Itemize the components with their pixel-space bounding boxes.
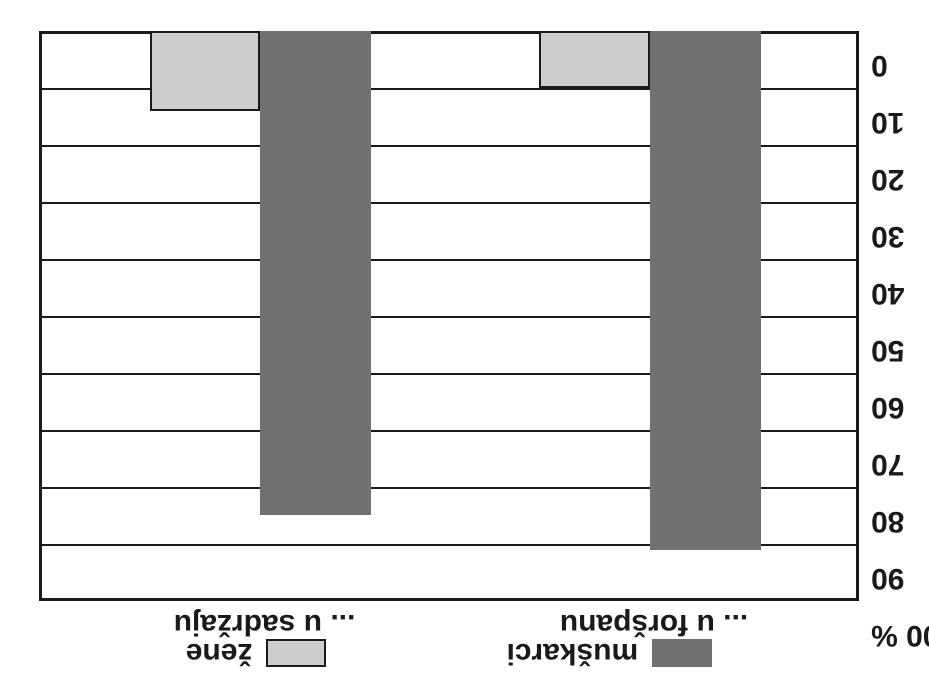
legend-swatch-light bbox=[266, 639, 326, 667]
y-tick-50: 50 bbox=[859, 333, 904, 367]
y-tick-60: 60 bbox=[859, 390, 904, 424]
category-label-sadrzaj: ... u sadržaju bbox=[174, 601, 356, 641]
y-tick-30: 30 bbox=[859, 219, 904, 253]
y-tick-0: 0 bbox=[859, 48, 888, 82]
y-tick-100: 100 % bbox=[859, 618, 929, 652]
legend-item-zene: žene bbox=[186, 636, 327, 670]
bar-muskarci-forspan bbox=[650, 31, 761, 550]
plot-area: 0 10 20 30 40 50 60 70 80 90 100 % ... u… bbox=[39, 31, 859, 601]
bar-muskarci-sadrzaj bbox=[260, 31, 371, 516]
legend-label-zene: žene bbox=[186, 636, 253, 670]
bar-zene-sadrzaj bbox=[150, 31, 261, 111]
bar-zene-forspan bbox=[539, 31, 650, 88]
legend-label-muskarci: muškarci bbox=[506, 636, 638, 670]
legend-item-muskarci: muškarci bbox=[506, 636, 712, 670]
y-tick-10: 10 bbox=[859, 105, 904, 139]
y-tick-80: 80 bbox=[859, 504, 904, 538]
y-tick-20: 20 bbox=[859, 162, 904, 196]
y-tick-40: 40 bbox=[859, 276, 904, 310]
category-label-forspan: ... u foršpanu bbox=[560, 601, 748, 641]
chart-container-flipped: muškarci žene 0 10 20 30 40 50 60 70 80 … bbox=[0, 0, 929, 681]
legend-swatch-dark bbox=[652, 639, 712, 667]
y-tick-90: 90 bbox=[859, 561, 904, 595]
y-tick-70: 70 bbox=[859, 447, 904, 481]
